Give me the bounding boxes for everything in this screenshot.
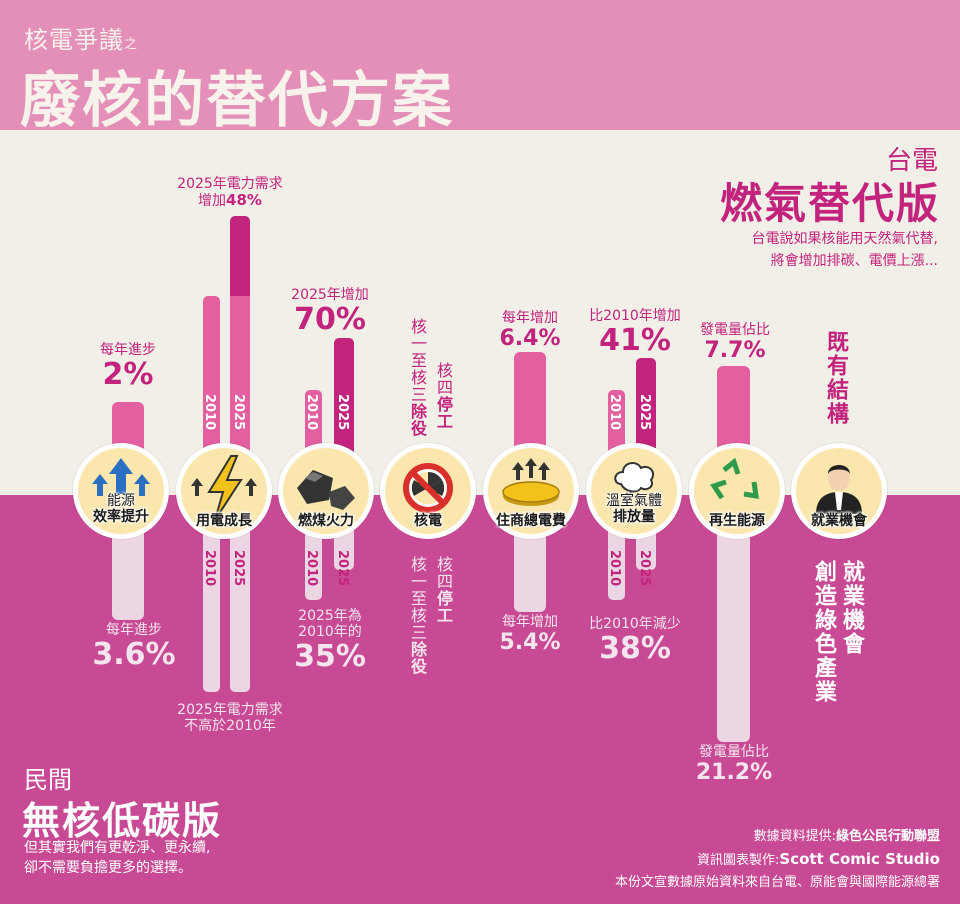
coal-icon xyxy=(297,470,355,510)
year-label: 2010 xyxy=(202,394,217,430)
bar-coal-2010-civil xyxy=(305,520,322,600)
renewable-caption: 再生能源 xyxy=(709,513,765,529)
demand-caption: 用電成長 xyxy=(196,513,252,529)
credits: 數據資料提供:綠色公民行動聯盟 資訊圖表製作:Scott Comic Studi… xyxy=(614,829,940,890)
civil-title: 無核低碳版 xyxy=(22,799,223,843)
nuclear-bottom-label-b: 核四停工 xyxy=(434,556,453,624)
bar-ghg-2010-civil xyxy=(608,520,625,600)
bill-caption: 住商總電費 xyxy=(496,513,566,529)
year-label: 2025 xyxy=(335,550,350,586)
year-label: 2010 xyxy=(304,394,319,430)
civil-org: 民間 xyxy=(24,766,72,794)
year-label: 2010 xyxy=(304,550,319,586)
arrows-up-icon xyxy=(92,458,150,496)
demand-bottom-label: 2025年電力需求 不高於2010年 xyxy=(177,702,283,735)
demand-top-label: 2025年電力需求 增加48% xyxy=(177,176,283,210)
renewable-top-label: 發電量佔比 7.7% xyxy=(700,322,770,364)
year-label: 2025 xyxy=(637,550,652,586)
year-label: 2010 xyxy=(607,550,622,586)
coins-icon xyxy=(502,458,560,506)
jobs-bottom-label-a: 就業機會 xyxy=(839,560,864,656)
year-label: 2025 xyxy=(637,394,652,430)
recycle-icon xyxy=(710,457,759,500)
no-nuclear-icon xyxy=(403,463,453,513)
ghg-top-label: 比2010年增加 41% xyxy=(589,308,681,359)
efficiency-circle xyxy=(73,443,169,539)
renewable-circle xyxy=(689,443,785,539)
demand-circle xyxy=(176,443,272,539)
bill-top-label: 每年增加 6.4% xyxy=(499,310,561,352)
renewable-bottom-label: 發電量佔比 21.2% xyxy=(695,744,773,786)
nuclear-top-label-a: 核一至核三除役 xyxy=(408,318,427,437)
coal-bottom-label: 2025年為 2010年的 35% xyxy=(294,608,366,675)
bar-bill-civil xyxy=(514,520,546,612)
person-suit-icon xyxy=(816,465,862,514)
nuclear-top-label-b: 核四停工 xyxy=(434,362,453,430)
ghg-bottom-label: 比2010年減少 38% xyxy=(589,616,681,667)
taipower-org: 台電 xyxy=(885,146,938,176)
bar-demand-2010-civil xyxy=(203,520,220,692)
year-label: 2010 xyxy=(202,550,217,586)
year-label: 2025 xyxy=(231,550,246,586)
bar-demand-2025-civil xyxy=(230,520,250,692)
bar-demand-2010-taipower xyxy=(203,296,220,486)
page-subtitle: 核電爭議之 xyxy=(24,26,139,54)
jobs-bottom-label-b: 創造綠色產業 xyxy=(811,560,836,704)
header-band xyxy=(0,0,960,130)
taipower-band xyxy=(0,130,960,495)
year-label: 2025 xyxy=(335,394,350,430)
taipower-desc: 台電說如果核能用天然氣代替, 將會增加排碳、電價上漲... xyxy=(751,231,938,269)
efficiency-caption: 能源 效率提升 xyxy=(93,493,149,525)
efficiency-top-label: 每年進步 2% xyxy=(100,342,156,393)
ghg-caption: 溫室氣體 排放量 xyxy=(606,493,662,525)
bill-bottom-label: 每年增加 5.4% xyxy=(499,614,561,656)
lightning-icon xyxy=(191,455,257,521)
civil-desc: 但其實我們有更乾淨、更永續, 卻不需要負擔更多的選擇。 xyxy=(24,840,211,876)
efficiency-bottom-label: 每年進步 3.6% xyxy=(92,622,176,673)
page-title: 廢核的替代方案 xyxy=(20,66,454,136)
jobs-circle xyxy=(791,443,887,539)
nuclear-caption: 核電 xyxy=(414,513,442,529)
civil-band xyxy=(0,495,960,904)
jobs-top-label: 既有結構 xyxy=(823,330,848,426)
jobs-caption: 就業機會 xyxy=(811,513,867,529)
coal-caption: 燃煤火力 xyxy=(298,513,354,529)
coal-circle xyxy=(278,443,374,539)
smoke-cloud-icon xyxy=(614,462,655,503)
coal-top-label: 2025年增加 70% xyxy=(291,287,369,338)
bar-efficiency-civil xyxy=(112,520,144,620)
bar-renewable-civil xyxy=(717,520,750,742)
year-label: 2010 xyxy=(607,394,622,430)
nuclear-circle xyxy=(380,443,476,539)
year-label: 2025 xyxy=(231,394,246,430)
taipower-title: 燃氣替代版 xyxy=(719,179,940,228)
nuclear-bottom-label-a: 核一至核三除役 xyxy=(408,556,427,675)
bill-circle xyxy=(483,443,579,539)
ghg-circle xyxy=(586,443,682,539)
